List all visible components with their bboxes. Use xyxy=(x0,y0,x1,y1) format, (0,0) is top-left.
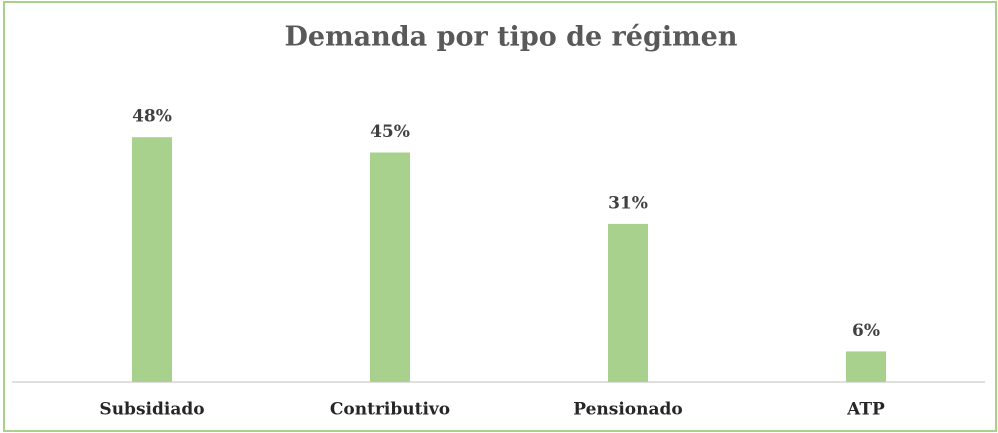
bar xyxy=(370,152,410,382)
x-tick-label: Pensionado xyxy=(573,400,682,420)
data-label: 6% xyxy=(852,321,880,341)
bar xyxy=(846,351,886,382)
data-label: 31% xyxy=(608,193,648,213)
bar xyxy=(132,137,172,382)
x-tick-label: ATP xyxy=(846,400,885,420)
chart-title: Demanda por tipo de régimen xyxy=(285,22,738,53)
x-tick-label: Subsidiado xyxy=(99,400,204,420)
bar xyxy=(608,223,648,382)
data-label: 45% xyxy=(370,122,410,142)
x-tick-label: Contributivo xyxy=(330,400,450,420)
data-label: 48% xyxy=(132,107,172,127)
